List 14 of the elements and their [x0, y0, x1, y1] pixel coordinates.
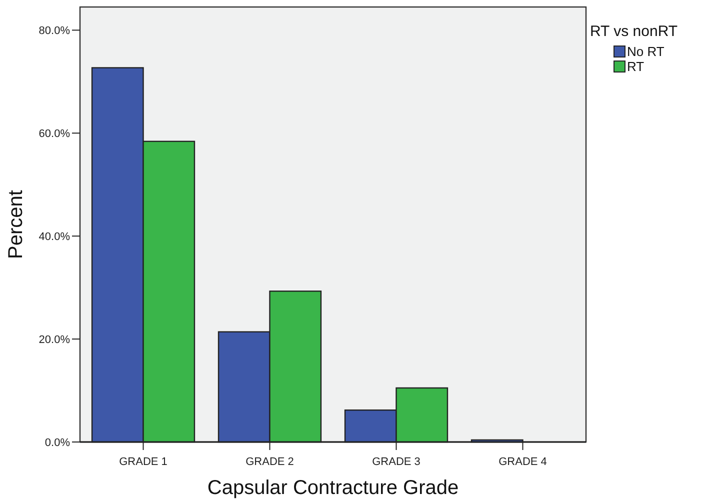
y-axis-title: Percent [5, 190, 27, 259]
y-tick-label: 40.0% [38, 230, 70, 243]
y-tick-label: 20.0% [38, 334, 70, 346]
x-tick-label: GRADE 1 [119, 456, 168, 468]
legend-label: RT [627, 59, 644, 74]
x-axis-title: Capsular Contracture Grade [207, 477, 459, 499]
x-tick-label: GRADE 2 [246, 456, 294, 468]
legend-title: RT vs nonRT [590, 23, 678, 40]
y-tick-label: 0.0% [44, 436, 70, 449]
y-tick-label: 80.0% [38, 25, 70, 38]
y-tick-label: 60.0% [38, 128, 70, 140]
x-tick-label: GRADE 4 [498, 456, 547, 468]
legend-label: No RT [627, 44, 664, 59]
x-tick-label: GRADE 3 [372, 456, 420, 468]
